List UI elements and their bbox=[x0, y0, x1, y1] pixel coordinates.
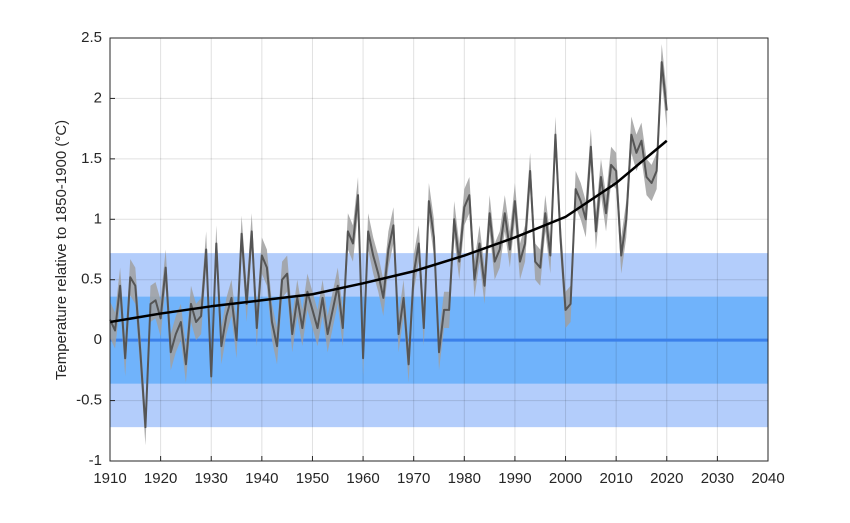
x-tick-label: 1920 bbox=[144, 470, 177, 487]
y-tick-label: 1.5 bbox=[81, 150, 102, 167]
x-tick-label: 2010 bbox=[599, 470, 632, 487]
x-tick-label: 1910 bbox=[93, 470, 126, 487]
y-tick-label: -1 bbox=[89, 452, 102, 469]
y-axis-label: Temperature relative to 1850-1900 (°C) bbox=[53, 120, 70, 380]
x-tick-label: 1940 bbox=[245, 470, 278, 487]
y-tick-label: 2 bbox=[94, 89, 102, 106]
x-tick-label: 2040 bbox=[751, 470, 784, 487]
x-tick-label: 1950 bbox=[296, 470, 329, 487]
x-tick-label: 1970 bbox=[397, 470, 430, 487]
y-tick-label: 1 bbox=[94, 210, 102, 227]
x-tick-label: 2020 bbox=[650, 470, 683, 487]
series-line bbox=[109, 139, 668, 324]
x-tick-label: 2000 bbox=[549, 470, 582, 487]
x-tick-label: 1930 bbox=[195, 470, 228, 487]
y-tick-label: 0.5 bbox=[81, 271, 102, 288]
y-tick-label: 2.5 bbox=[81, 29, 102, 46]
y-tick-label: -0.5 bbox=[76, 392, 102, 409]
x-tick-label: 1980 bbox=[448, 470, 481, 487]
x-tick-label: 1990 bbox=[498, 470, 531, 487]
y-tick-label: 0 bbox=[94, 331, 102, 348]
x-tick-label: 1960 bbox=[346, 470, 379, 487]
series-line bbox=[109, 61, 668, 429]
x-tick-label: 2030 bbox=[701, 470, 734, 487]
plot-frame bbox=[109, 37, 769, 462]
